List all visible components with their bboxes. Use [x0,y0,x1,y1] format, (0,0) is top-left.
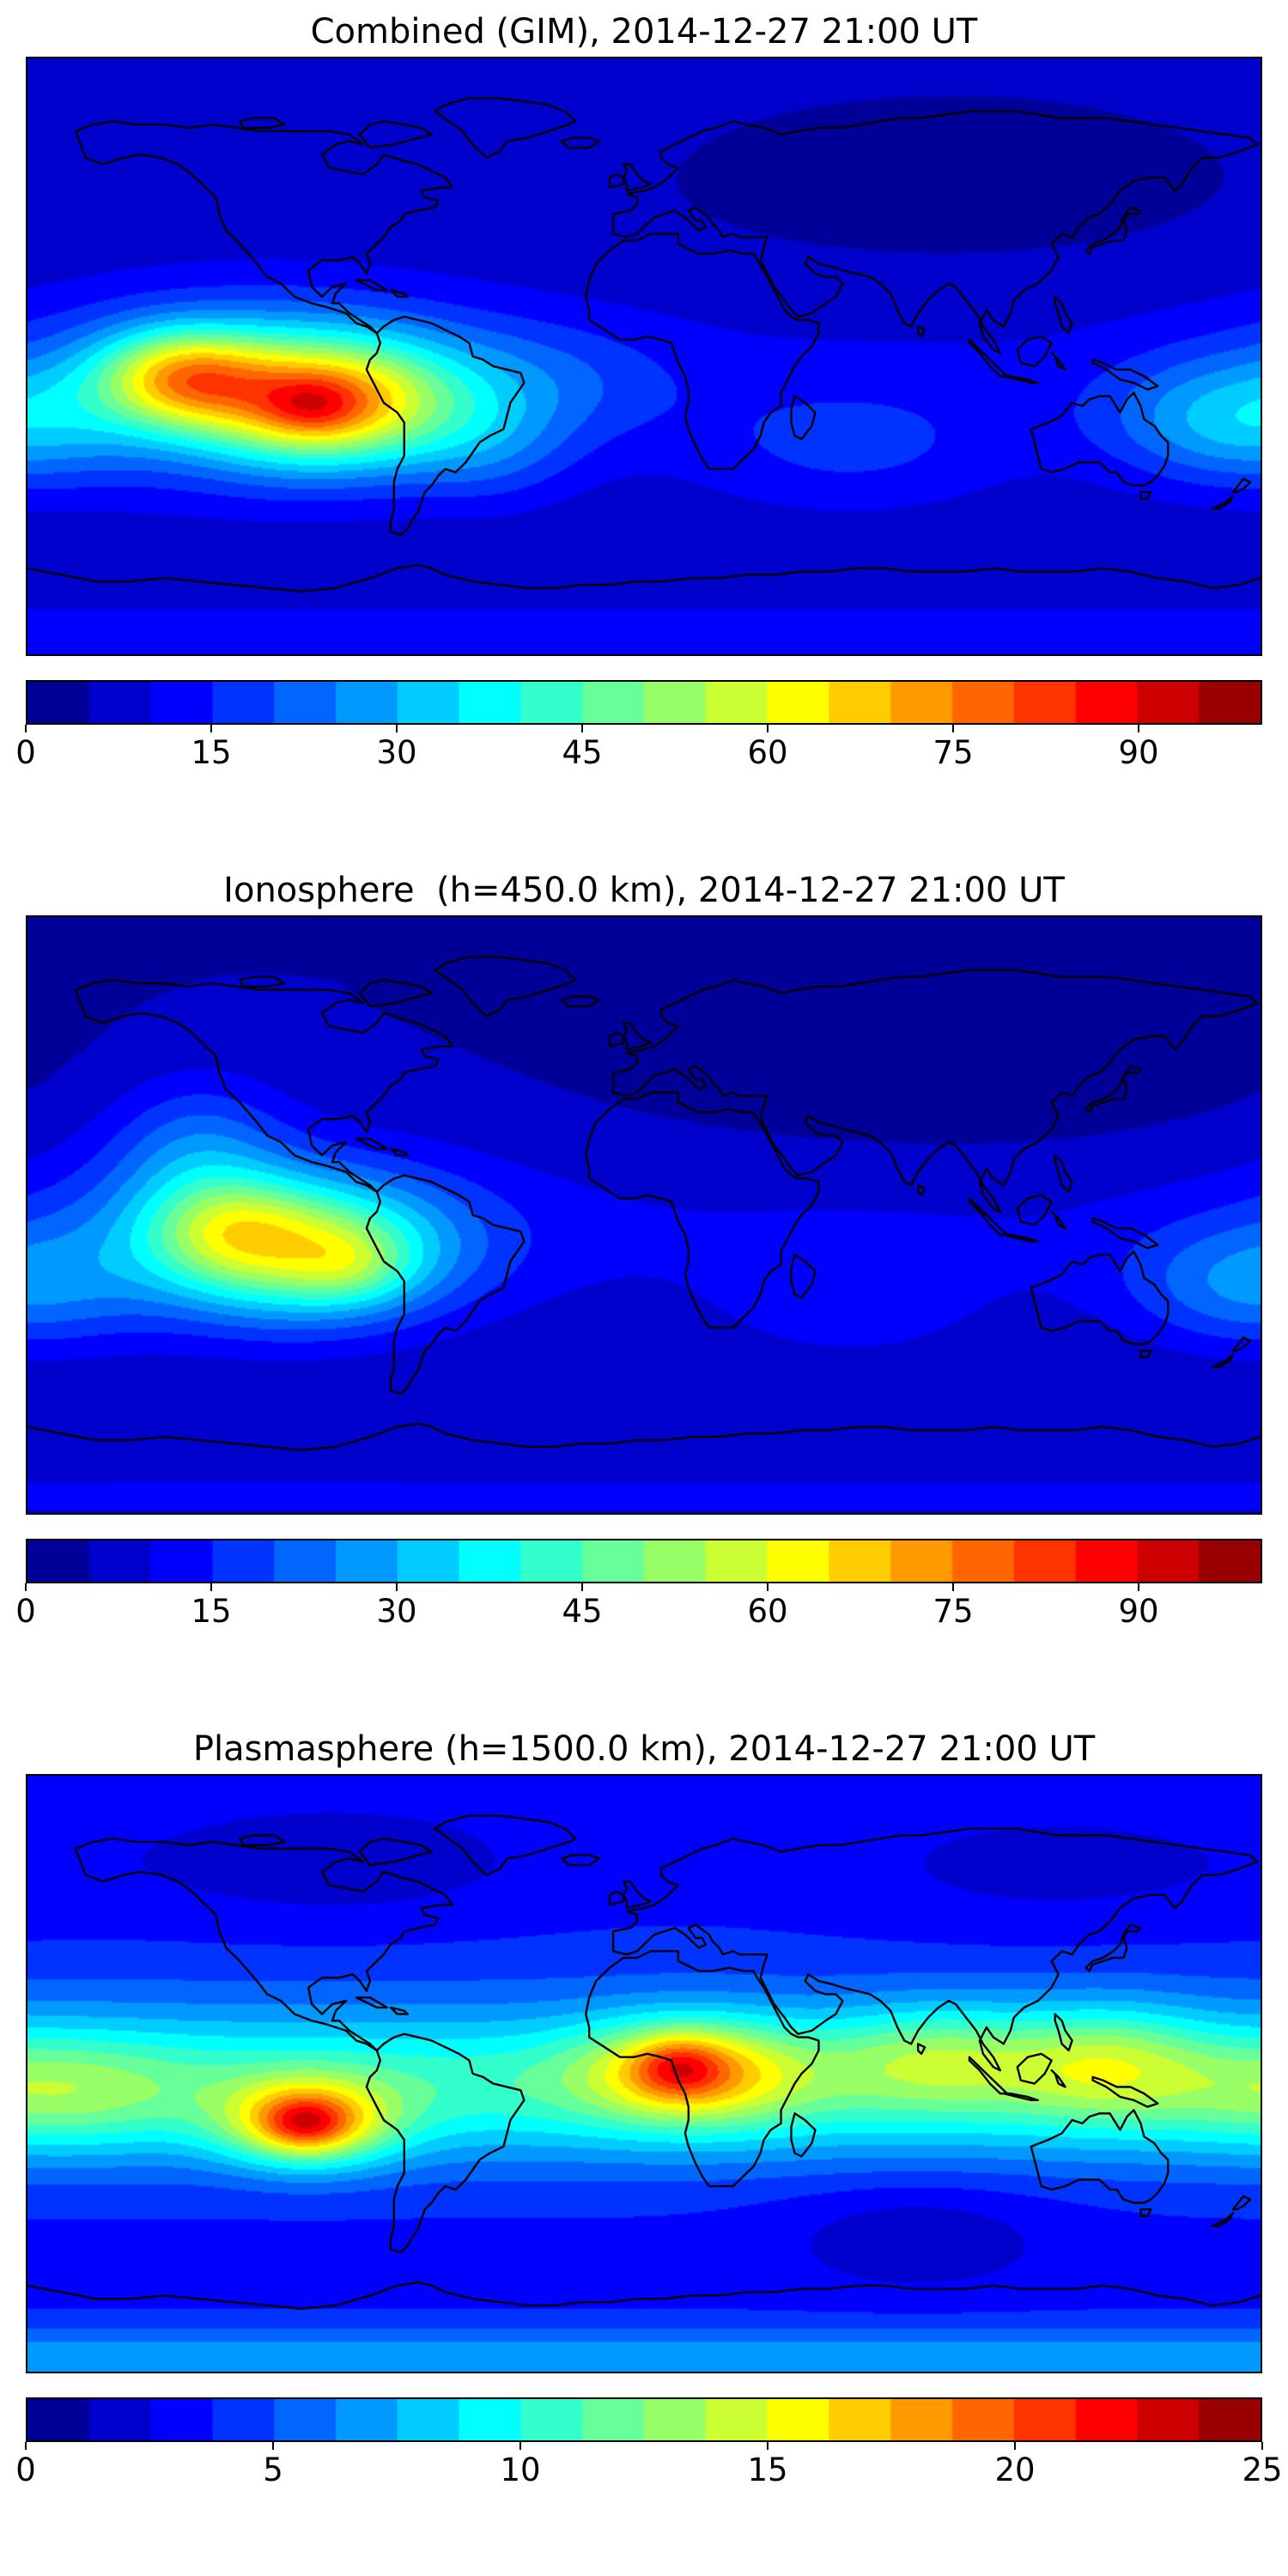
colorbar-frame [26,2397,1262,2442]
colorbar-tickmark [581,725,583,732]
colorbar-tick-label: 75 [933,734,974,771]
colorbar-tickmark [767,2442,769,2450]
coastlines-path [27,957,1261,1449]
colorbar-tickmark [519,2442,521,2450]
colorbar-canvas [27,682,1261,723]
colorbar-tick-label: 15 [747,2451,788,2488]
colorbar-tickmark [396,1583,398,1591]
colorbar-tick-label: 30 [376,1593,417,1630]
colorbar-tick-label: 20 [994,2451,1036,2488]
colorbar-tick-label: 0 [15,1593,36,1630]
colorbar-tick-label: 75 [933,1593,974,1630]
colorbar-tick-label: 15 [191,1593,232,1630]
colorbar-tickmark [210,725,212,732]
colorbar-tick-label: 0 [15,734,36,771]
panel-combined: Combined (GIM), 2014-12-27 21:00 UT 0 15 3… [0,0,1288,859]
colorbar-ticks: 0 15 30 45 60 75 90 [15,1591,1262,1632]
colorbar-tick-label: 15 [191,734,232,771]
colorbar-canvas [27,2399,1261,2440]
colorbar-ticks: 0 5 10 15 20 25 [15,2450,1282,2491]
colorbar-tick-label: 30 [376,734,417,771]
colorbar-tickmark [767,1583,769,1591]
colorbar-tickmark [396,725,398,732]
colorbar-ticks: 0 15 30 45 60 75 90 [15,732,1262,774]
colorbar-tickmarks [25,2442,1263,2450]
colorbar-tick-label: 45 [562,734,603,771]
coastlines-svg [27,1776,1261,2372]
colorbar-tickmark [767,725,769,732]
colorbar-frame [26,680,1262,725]
panel-plasmasphere: Plasmasphere (h=1500.0 km), 2014-12-27 2… [0,1717,1288,2576]
colorbar-tickmark [25,725,27,732]
colorbar-tickmark [581,1583,583,1591]
colorbar-tickmarks [25,725,1262,732]
colorbar-tick-label: 0 [15,2451,36,2488]
colorbar-tick-label: 10 [500,2451,541,2488]
colorbar-tick-label: 5 [263,2451,283,2488]
chart-title: Combined (GIM), 2014-12-27 21:00 UT [310,12,978,52]
colorbar-tickmark [272,2442,274,2450]
colorbar-tickmark [952,725,954,732]
coastlines-path [27,1815,1261,2308]
colorbar-tickmark [1014,2442,1016,2450]
coastlines-path [27,98,1261,591]
colorbar-tick-label: 90 [1118,1593,1159,1630]
chart-title: Ionosphere (h=450.0 km), 2014-12-27 21:0… [223,871,1065,910]
map-area [26,915,1262,1515]
map-area [26,57,1262,656]
colorbar-tick-label: 60 [747,734,788,771]
colorbar-tickmark [210,1583,212,1591]
colorbar-tick-label: 90 [1118,734,1159,771]
colorbar-tickmark [1261,2442,1263,2450]
chart-title: Plasmasphere (h=1500.0 km), 2014-12-27 2… [192,1729,1096,1769]
colorbar-frame [26,1539,1262,1583]
colorbar-tickmark [952,1583,954,1591]
map-area [26,1774,1262,2373]
colorbar-tickmark [25,2442,27,2450]
coastlines-svg [27,917,1261,1513]
colorbar-tick-label: 60 [747,1593,788,1630]
colorbar-tickmarks [25,1583,1262,1591]
colorbar-tick-label: 25 [1242,2451,1283,2488]
colorbar-tickmark [1138,1583,1139,1591]
colorbar-tickmark [1138,725,1139,732]
panel-ionosphere: Ionosphere (h=450.0 km), 2014-12-27 21:0… [0,859,1288,1717]
coastlines-svg [27,58,1261,654]
colorbar-tickmark [25,1583,27,1591]
colorbar-tick-label: 45 [562,1593,603,1630]
colorbar-canvas [27,1540,1261,1582]
